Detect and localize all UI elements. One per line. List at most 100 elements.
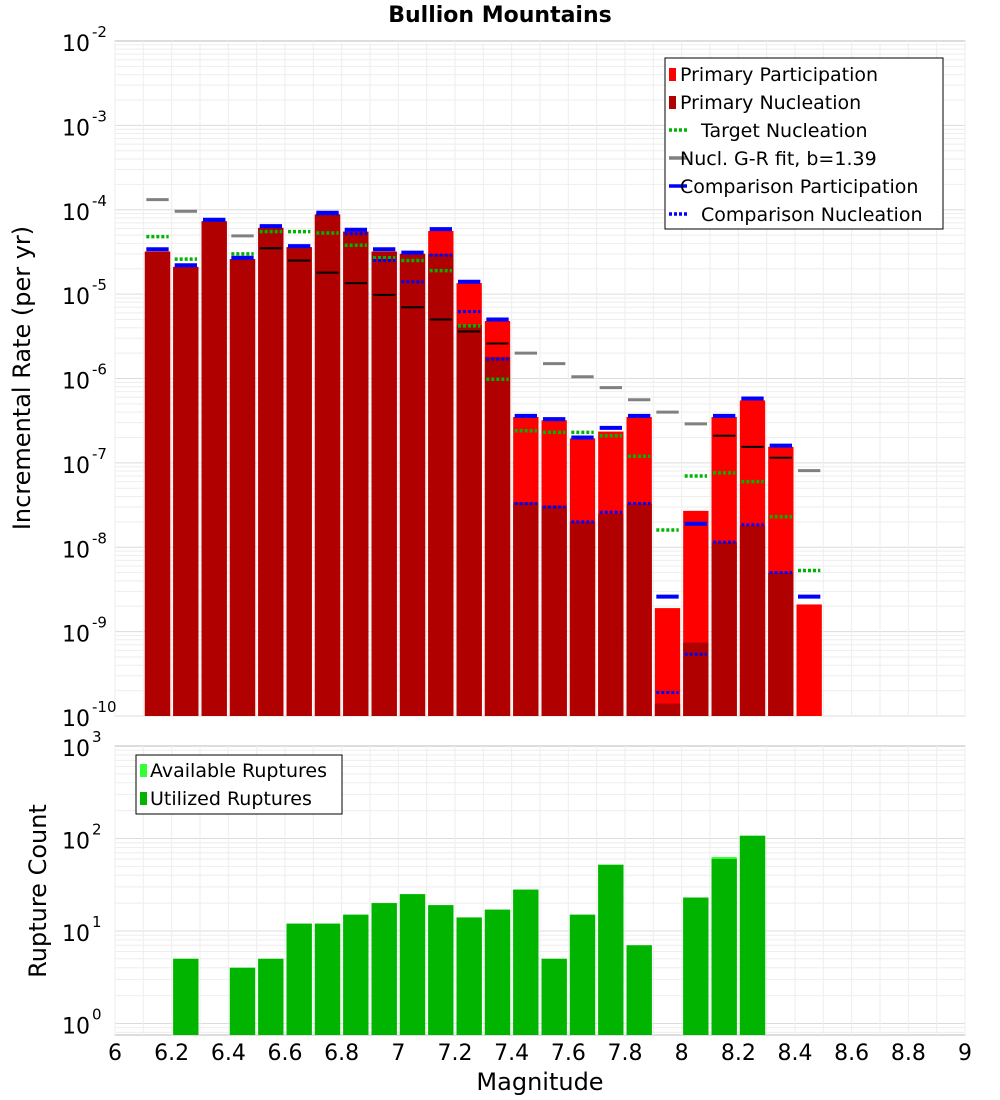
x-tick-label: 8.6 [834,1041,869,1066]
x-tick-label: 7.2 [438,1041,473,1066]
utilized-ruptures-bar [484,909,511,1035]
rate-legend: Primary Participation Primary Nucleation T… [664,57,944,230]
count-y-axis-label: Rupture Count [24,804,52,978]
utilized-ruptures-bar [513,889,539,1035]
x-tick-label: 8.2 [721,1041,756,1066]
x-tick-label: 6 [108,1041,122,1066]
utilized-ruptures-bar [286,923,312,1035]
rate-y-tick-label: 10 [62,285,90,310]
rate-y-tick-label: 10 [62,370,90,395]
rate-y-tick-label: 10 [62,32,90,57]
legend-swatch [140,764,147,777]
rate-legend-box [664,57,944,230]
primary-nucleation-bar [314,214,341,717]
x-tick-label: 8.4 [778,1041,813,1066]
legend-label: Primary Participation [680,64,878,86]
rate-y-tick-label: 10 [62,538,90,563]
rate-y-tick-label-exponent: -4 [92,192,107,210]
x-tick-label: 7.6 [551,1041,586,1066]
primary-nucleation-bar [569,521,596,716]
count-y-tick-label-exponent: 3 [92,728,102,746]
x-tick-label: 6.6 [268,1041,303,1066]
rate-y-tick-label-exponent: -3 [92,107,107,125]
count-legend: Available Ruptures Utilized Ruptures [135,754,343,815]
primary-nucleation-bar [739,525,766,716]
legend-label: Available Ruptures [150,760,327,782]
rate-y-tick-label: 10 [62,201,90,226]
primary-nucleation-bar [343,231,369,716]
primary-nucleation-bar [399,253,426,716]
primary-nucleation-bar [229,259,256,716]
primary-participation-bar [796,604,822,716]
utilized-ruptures-bar [371,903,397,1035]
primary-nucleation-bar [626,503,652,716]
rate-y-tick-label: 10 [62,707,90,732]
count-legend-box [135,754,343,815]
utilized-ruptures-bar [683,897,709,1035]
primary-nucleation-bar [428,253,454,716]
legend-label: Comparison Nucleation [701,204,923,226]
utilized-ruptures-bar [569,914,596,1035]
x-axis-label: Magnitude [476,1068,603,1096]
x-tick-label: 7.4 [494,1041,529,1066]
primary-nucleation-bar [456,325,482,716]
rate-y-tick-label-exponent: -9 [92,614,107,632]
utilized-ruptures-bar [598,864,624,1035]
rate-y-tick-label-exponent: -8 [92,529,107,547]
utilized-ruptures-bar [229,967,256,1035]
chart-title: Bullion Mountains [388,3,611,28]
legend-swatch [669,68,676,81]
count-y-tick-label-exponent: 1 [92,913,102,931]
rate-y-tick-label-exponent: -2 [92,23,107,41]
primary-nucleation-bar [258,227,284,716]
utilized-ruptures-bar [314,923,341,1035]
rate-y-tick-label-exponent: -7 [92,445,107,463]
primary-nucleation-bar [201,221,227,716]
legend-swatch [669,96,676,109]
utilized-ruptures-bar [173,958,199,1035]
primary-nucleation-bar [286,247,312,716]
legend-swatch [140,792,147,805]
count-y-tick-label: 10 [62,1014,90,1039]
legend-label: Utilized Ruptures [150,788,312,810]
rate-plot-marks [144,198,822,717]
utilized-ruptures-bar [343,914,369,1035]
x-tick-label: 6.2 [154,1041,189,1066]
primary-nucleation-bar [144,251,171,716]
rate-y-tick-label: 10 [62,454,90,479]
x-tick-label: 8 [675,1041,689,1066]
primary-nucleation-bar [654,703,681,716]
count-plot-marks [173,835,766,1035]
count-y-tick-label: 10 [62,922,90,947]
legend-label: Nucl. G-R fit, b=1.39 [680,148,877,170]
count-y-tick-label-exponent: 2 [92,820,102,838]
rate-y-tick-label: 10 [62,116,90,141]
x-tick-label: 9 [958,1041,972,1066]
primary-nucleation-bar [711,542,737,716]
count-y-tick-label-exponent: 0 [92,1005,102,1023]
utilized-ruptures-bar [626,945,652,1035]
rate-y-tick-label-exponent: -5 [92,276,107,294]
legend-label: Primary Nucleation [680,92,861,114]
primary-nucleation-bar [598,513,624,716]
count-y-tick-label: 10 [62,737,90,762]
legend-label: Target Nucleation [700,120,868,142]
utilized-ruptures-bar [456,917,482,1035]
x-tick-label: 8.8 [891,1041,926,1066]
utilized-ruptures-bar [541,958,567,1035]
rate-y-tick-label-exponent: -10 [92,698,117,716]
primary-participation-bar [654,608,681,716]
x-tick-label: 6.8 [324,1041,359,1066]
rate-y-tick-label: 10 [62,623,90,648]
primary-nucleation-bar [484,356,511,716]
x-tick-label: 6.4 [211,1041,246,1066]
primary-nucleation-bar [173,266,199,716]
x-tick-label: 7.8 [608,1041,643,1066]
count-y-tick-label: 10 [62,829,90,854]
primary-nucleation-bar [541,505,567,716]
utilized-ruptures-bar [258,958,284,1035]
x-tick-label: 7 [391,1041,405,1066]
